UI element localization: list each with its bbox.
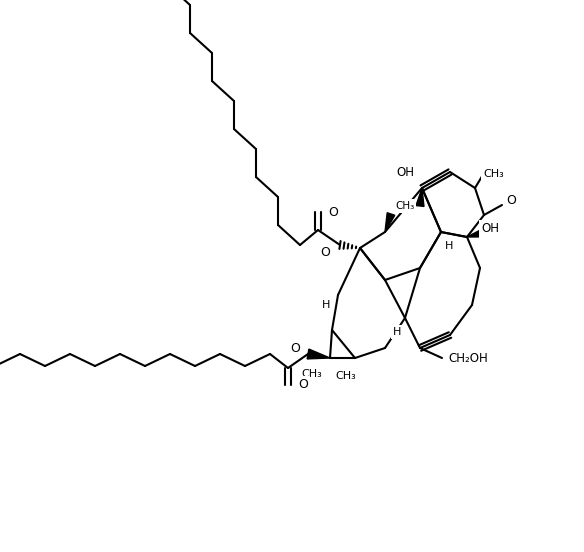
Text: O: O (320, 247, 330, 259)
Text: O: O (506, 194, 516, 208)
Text: CH₃: CH₃ (483, 169, 504, 179)
Polygon shape (307, 349, 330, 359)
Text: H: H (445, 241, 453, 251)
Text: CH₃: CH₃ (335, 371, 356, 381)
Text: CH₂OH: CH₂OH (448, 352, 488, 364)
Text: O: O (298, 379, 308, 391)
Text: OH: OH (481, 222, 499, 236)
Text: CH₃: CH₃ (301, 369, 322, 379)
Polygon shape (467, 229, 484, 237)
Polygon shape (416, 188, 424, 206)
Text: O: O (290, 342, 300, 354)
Text: CH₃: CH₃ (395, 201, 414, 211)
Text: O: O (328, 205, 338, 219)
Polygon shape (385, 213, 395, 232)
Text: H: H (392, 327, 401, 337)
Text: H: H (322, 300, 330, 310)
Text: OH: OH (396, 166, 414, 178)
